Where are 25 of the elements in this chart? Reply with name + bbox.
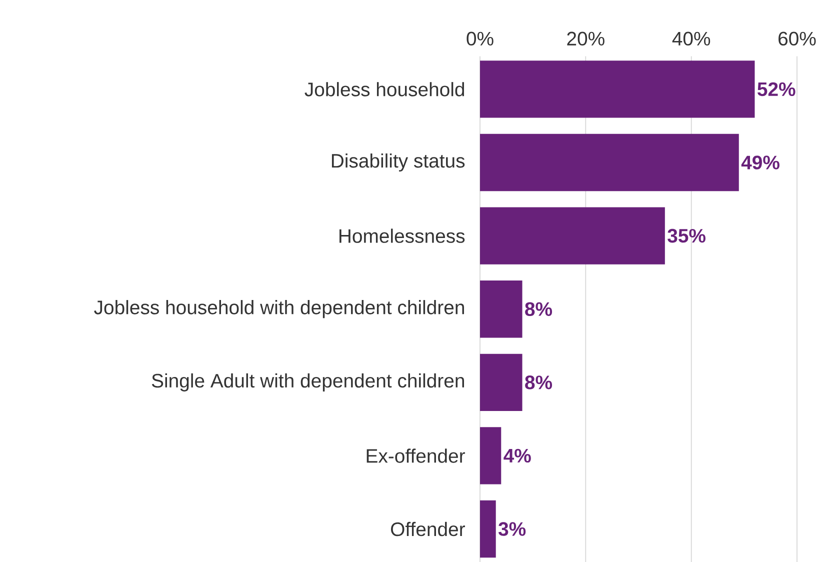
x-tick-label: 0% — [466, 32, 494, 46]
bar — [480, 207, 665, 264]
data-label: 49% — [741, 156, 780, 170]
data-label: 8% — [525, 376, 552, 390]
bar — [480, 500, 496, 558]
data-label: 3% — [498, 522, 526, 536]
x-tick-label: 60% — [778, 32, 816, 46]
x-tick-label: 40% — [672, 32, 710, 46]
y-tick-label: Single Adult with dependent children — [152, 373, 464, 392]
y-tick-label: Disability status — [332, 153, 465, 172]
bar — [480, 60, 755, 118]
bar — [480, 134, 739, 192]
data-label: 35% — [668, 228, 706, 243]
y-tick-label: Ex-offender — [366, 448, 465, 463]
bar — [480, 280, 522, 338]
x-tick-label: 20% — [567, 32, 604, 46]
y-tick-label: Homelessness — [340, 228, 465, 243]
y-tick-label: Jobless household — [304, 82, 464, 96]
data-label: 8% — [525, 302, 552, 316]
data-label: 52% — [758, 82, 796, 96]
bar — [480, 427, 502, 484]
bar — [480, 354, 522, 411]
y-tick-label: Jobless household with dependent children — [94, 300, 464, 318]
y-tick-label: Offender — [391, 522, 465, 536]
data-label: 4% — [504, 448, 531, 463]
